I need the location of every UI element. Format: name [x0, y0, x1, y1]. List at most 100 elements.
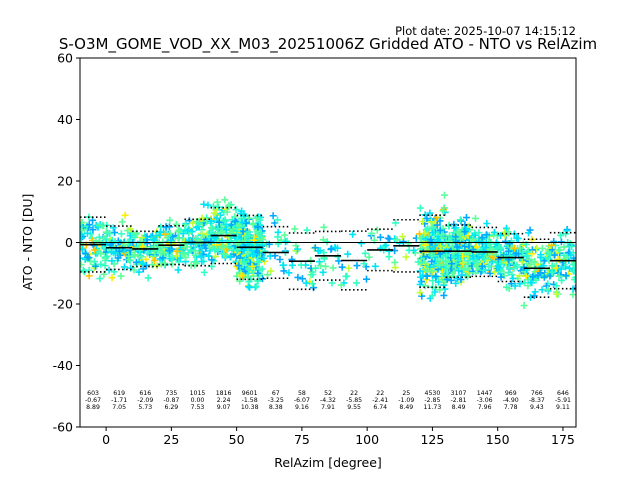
scatter-point	[261, 247, 269, 255]
scatter-point	[312, 264, 320, 272]
scatter-point	[195, 219, 203, 227]
scatter-point	[440, 191, 448, 199]
scatter-point	[510, 264, 518, 272]
bin-count-label: 616	[139, 390, 151, 397]
scatter-point	[208, 256, 216, 264]
bin-mean-label: -3.06	[477, 397, 493, 404]
x-tick-label: 50	[229, 432, 245, 447]
y-tick-label: 20	[57, 174, 73, 189]
bin-count-label: 67	[272, 390, 280, 397]
bin-count-label: 58	[298, 390, 306, 397]
x-tick-label: 100	[355, 432, 379, 447]
scatter-point	[323, 238, 331, 246]
scatter-point	[562, 230, 570, 238]
scatter-point	[538, 244, 546, 252]
scatter-point	[97, 260, 105, 268]
scatter-point	[213, 198, 221, 206]
x-axis-label: RelAzim [degree]	[274, 455, 382, 470]
scatter-layer	[80, 191, 576, 310]
scatter-point	[442, 264, 450, 272]
scatter-point	[161, 230, 169, 238]
scatter-point	[248, 263, 256, 271]
bin-count-label: 3107	[451, 390, 467, 397]
scatter-point	[529, 273, 537, 281]
scatter-point	[416, 289, 424, 297]
scatter-point	[240, 210, 248, 218]
scatter-point	[130, 266, 138, 274]
scatter-point	[94, 223, 102, 231]
scatter-point	[281, 238, 289, 246]
scatter-point	[385, 253, 393, 261]
scatter-point	[200, 268, 208, 276]
scatter-point	[525, 255, 533, 263]
scatter-point	[567, 251, 575, 259]
scatter-point	[245, 228, 253, 236]
scatter-point	[392, 219, 400, 227]
scatter-point	[453, 243, 461, 251]
scatter-point	[478, 234, 486, 242]
scatter-point	[555, 272, 563, 280]
scatter-point	[526, 226, 534, 234]
scatter-point	[120, 263, 128, 271]
scatter-point	[114, 254, 122, 262]
scatter-point	[232, 206, 240, 214]
scatter-point	[80, 266, 87, 274]
scatter-point	[178, 250, 186, 258]
scatter-point	[443, 275, 451, 283]
scatter-point	[92, 237, 100, 245]
scatter-point	[237, 271, 245, 279]
scatter-point	[452, 279, 460, 287]
bin-count-label: 4530	[425, 390, 441, 397]
scatter-point	[373, 226, 381, 234]
scatter-point	[310, 284, 318, 292]
scatter-point	[100, 270, 108, 278]
scatter-point	[142, 255, 150, 263]
scatter-point	[447, 276, 455, 284]
bin-mean-label: -2.41	[372, 397, 388, 404]
scatter-point	[92, 262, 100, 270]
scatter-point	[118, 218, 126, 226]
scatter-point	[191, 251, 199, 259]
scatter-point	[131, 233, 139, 241]
scatter-point	[265, 240, 273, 248]
scatter-point	[174, 234, 182, 242]
scatter-point	[281, 231, 289, 239]
scatter-point	[257, 253, 265, 261]
x-tick-label: 125	[420, 432, 444, 447]
scatter-point	[159, 254, 167, 262]
y-tick-label: -60	[53, 420, 73, 435]
scatter-point	[269, 212, 277, 220]
scatter-point	[419, 218, 427, 226]
scatter-point	[506, 240, 514, 248]
scatter-point	[143, 239, 151, 247]
scatter-point	[507, 280, 515, 288]
bin-std-label: 9.07	[217, 404, 231, 411]
scatter-point	[221, 217, 229, 225]
bin-mean-label: -4.32	[320, 397, 336, 404]
scatter-point	[220, 243, 228, 251]
scatter-point	[189, 219, 197, 227]
scatter-point	[213, 214, 221, 222]
bin-std-label: 6.74	[373, 404, 387, 411]
scatter-point	[402, 253, 410, 261]
bin-std-label: 7.78	[504, 404, 518, 411]
y-axis-label: ATO - NTO [DU]	[20, 194, 35, 291]
scatter-point	[259, 275, 267, 283]
scatter-point	[208, 224, 216, 232]
scatter-point	[353, 262, 361, 270]
bin-std-label: 8.49	[452, 404, 466, 411]
scatter-point	[245, 242, 253, 250]
scatter-point	[309, 270, 317, 278]
scatter-point	[435, 238, 443, 246]
bin-mean-label: 0.00	[191, 397, 205, 404]
scatter-point	[475, 229, 483, 237]
scatter-point	[486, 269, 494, 277]
scatter-point	[381, 243, 389, 251]
scatter-point	[142, 261, 150, 269]
scatter-point	[280, 267, 288, 275]
bin-mean-label: -0.67	[85, 397, 101, 404]
scatter-point	[506, 252, 514, 260]
scatter-point	[209, 202, 217, 210]
scatter-point	[455, 229, 463, 237]
scatter-point	[334, 253, 342, 261]
